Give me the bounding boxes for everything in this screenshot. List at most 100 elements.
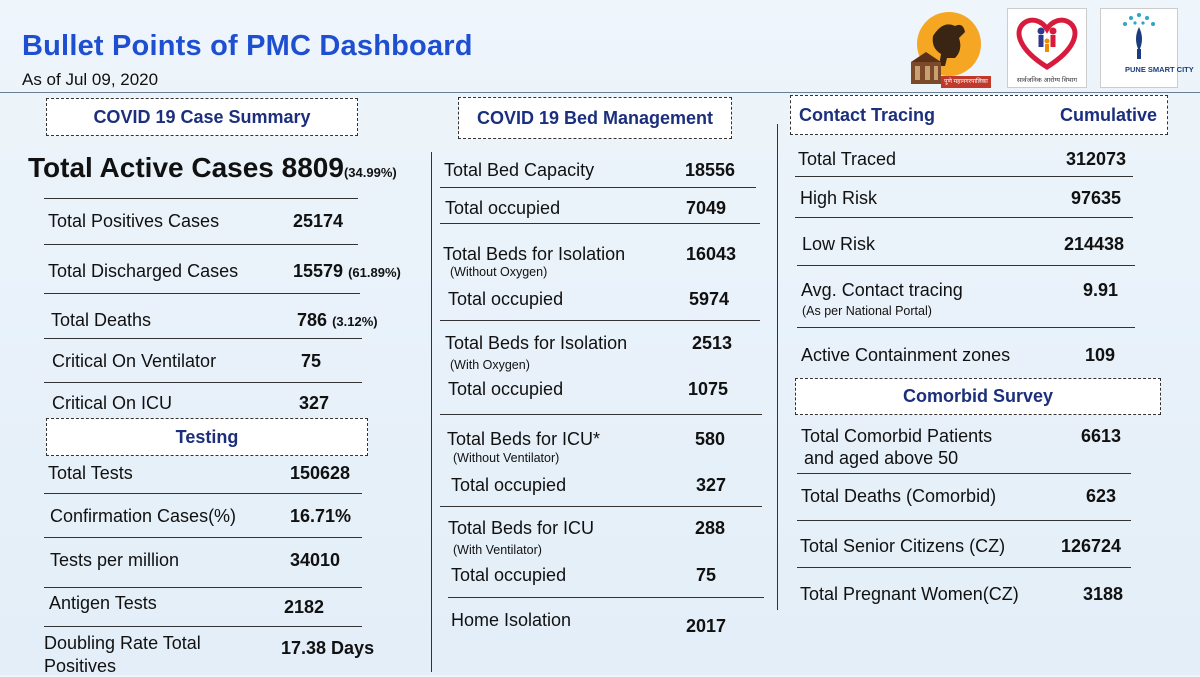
bed-row-value: 18556 <box>685 160 736 180</box>
tracing-row-value: 109 <box>1085 345 1116 365</box>
page-title: Bullet Points of PMC Dashboard <box>22 30 473 62</box>
divider <box>440 320 760 321</box>
bed-row-label: Total Beds for Isolation <box>445 333 628 353</box>
bed-row-label: Total occupied <box>448 379 564 399</box>
divider <box>44 244 358 245</box>
divider <box>440 223 760 224</box>
testing-row-value: 16.71% <box>290 506 352 526</box>
active-cases-label: Total Active Cases <box>28 152 274 183</box>
bed-row-value: 580 <box>695 429 726 449</box>
testing-row-value: 150628 <box>290 463 351 483</box>
bed-row-note: (With Oxygen) <box>450 358 530 372</box>
divider <box>44 537 362 538</box>
tracing-row-value: 214438 <box>1064 234 1125 254</box>
testing-row-label: Antigen Tests <box>49 593 157 613</box>
comorbid-row-label-cont: and aged above 50 <box>804 448 959 468</box>
case-row-label: Critical On Ventilator <box>52 351 217 371</box>
bed-row-label: Total occupied <box>451 475 567 495</box>
comorbid-row-value: 6613 <box>1081 426 1122 446</box>
tracing-row-value: 312073 <box>1066 149 1127 169</box>
divider <box>797 567 1131 568</box>
pmc-logo-caption: पुणे महानगरपालिका <box>944 79 988 85</box>
divider <box>44 338 362 339</box>
bed-row-label: Total Bed Capacity <box>444 160 595 180</box>
column-divider <box>431 152 432 672</box>
bed-management-heading: COVID 19 Bed Management <box>458 97 732 139</box>
active-cases-pct: (34.99%) <box>343 165 397 180</box>
divider <box>44 382 362 383</box>
testing-row-value: 17.38 Days <box>281 638 375 658</box>
divider <box>797 473 1131 474</box>
divider <box>44 493 362 494</box>
health-dept-caption: सार्वजनिक आरोग्य विभाग <box>1016 77 1078 84</box>
case-summary-heading: COVID 19 Case Summary <box>46 98 358 136</box>
discharged-value: 15579 <box>293 261 344 281</box>
tracing-row-value: 97635 <box>1071 188 1122 208</box>
testing-heading: Testing <box>46 418 368 456</box>
health-dept-logo: सार्वजनिक आरोग्य विभाग <box>1007 8 1087 88</box>
testing-row-value: 34010 <box>290 550 341 570</box>
bed-row-label: Total occupied <box>451 565 567 585</box>
contact-tracing-title: Contact Tracing <box>799 104 936 125</box>
contact-tracing-cumulative: Cumulative <box>1059 104 1157 125</box>
bed-row-value: 1075 <box>688 379 729 399</box>
case-row-value: 75 <box>301 351 322 371</box>
bed-row-value: 2513 <box>692 333 733 353</box>
bed-row-label: Total Beds for ICU* <box>447 429 601 449</box>
testing-row-label: Confirmation Cases(%) <box>50 506 237 526</box>
comorbid-row-label: Total Senior Citizens (CZ) <box>800 536 1006 556</box>
bed-row-value: 288 <box>695 518 726 538</box>
comorbid-row-value: 3188 <box>1083 584 1124 604</box>
testing-row-label: Tests per million <box>50 550 180 570</box>
divider <box>440 506 762 507</box>
testing-row-value: 2182 <box>284 597 325 617</box>
testing-row-label: Doubling Rate Total <box>44 633 201 653</box>
case-row-label: Total Positives Cases <box>48 211 220 231</box>
divider <box>440 187 756 188</box>
bed-row-note: (Without Oxygen) <box>450 265 548 279</box>
divider <box>440 414 762 415</box>
discharged-pct: (61.89%) <box>348 265 401 280</box>
smart-city-logo: PUNE SMART CITY <box>1100 8 1194 88</box>
deaths-pct: (3.12%) <box>332 314 378 329</box>
case-row-value: 327 <box>299 393 330 413</box>
bed-row-value: 7049 <box>686 198 727 218</box>
tracing-row-note: (As per National Portal) <box>802 304 932 318</box>
divider <box>797 265 1135 266</box>
column-divider <box>777 124 778 610</box>
divider <box>44 626 362 627</box>
bed-row-note: (Without Ventilator) <box>453 451 560 465</box>
smart-city-caption: PUNE SMART CITY <box>1125 65 1194 74</box>
divider <box>448 597 764 598</box>
bed-row-note: (With Ventilator) <box>453 543 542 557</box>
bed-row-label: Total Beds for Isolation <box>443 244 626 264</box>
bed-row-value: 16043 <box>686 244 737 264</box>
tracing-row-label: Active Containment zones <box>801 345 1011 365</box>
divider <box>795 217 1133 218</box>
pmc-logo: पुणे महानगरपालिका <box>903 6 993 92</box>
testing-row-label-cont: Positives <box>44 656 117 676</box>
bed-row-label: Total Beds for ICU <box>448 518 595 538</box>
case-row-value: 25174 <box>293 211 344 231</box>
divider <box>797 327 1135 328</box>
divider <box>795 176 1133 177</box>
comorbid-row-value: 126724 <box>1061 536 1122 556</box>
bed-row-value: 5974 <box>689 289 730 309</box>
divider <box>44 587 362 588</box>
comorbid-row-label: Total Pregnant Women(CZ) <box>800 584 1019 604</box>
comorbid-row-label: Total Deaths (Comorbid) <box>801 486 997 506</box>
case-row-label: Total Discharged Cases <box>48 261 239 281</box>
divider <box>797 520 1131 521</box>
active-cases-value: 8809 <box>281 152 344 183</box>
bed-row-value: 2017 <box>686 616 727 636</box>
tracing-row-value: 9.91 <box>1083 280 1119 300</box>
tracing-row-label: High Risk <box>800 188 878 208</box>
total-active-cases: Total Active Cases 8809(34.99%) <box>28 152 397 184</box>
deaths-value: 786 <box>297 310 328 330</box>
bed-row-value: 327 <box>696 475 727 495</box>
contact-tracing-heading: Contact Tracing Cumulative <box>790 95 1168 135</box>
case-row-label: Critical On ICU <box>52 393 173 413</box>
testing-row-label: Total Tests <box>48 463 133 483</box>
divider <box>44 293 360 294</box>
comorbid-row-label: Total Comorbid Patients <box>801 426 993 446</box>
